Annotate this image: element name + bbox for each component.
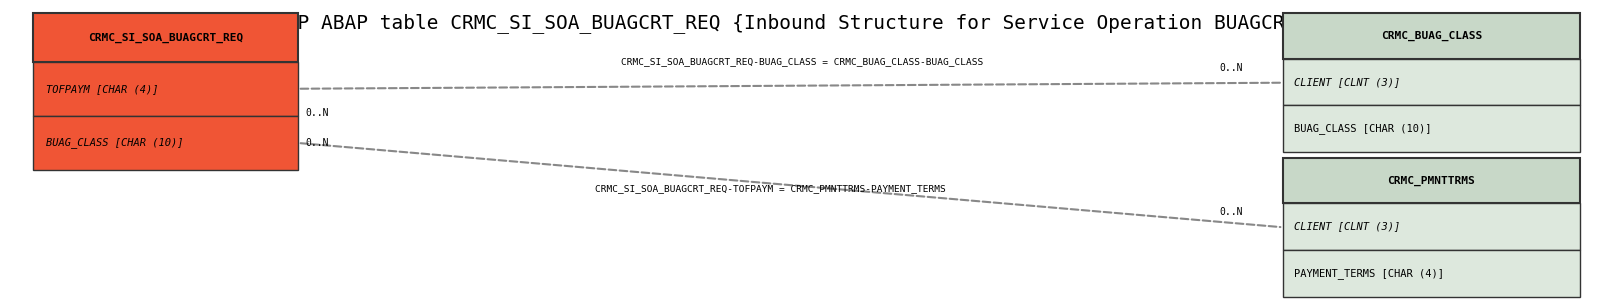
FancyBboxPatch shape: [1282, 250, 1579, 297]
Text: 0..N: 0..N: [1220, 63, 1244, 73]
Text: SAP ABAP table CRMC_SI_SOA_BUAGCRT_REQ {Inbound Structure for Service Operation : SAP ABAP table CRMC_SI_SOA_BUAGCRT_REQ {…: [274, 13, 1331, 33]
FancyBboxPatch shape: [1282, 13, 1579, 59]
Text: 0..N: 0..N: [307, 138, 329, 148]
Text: BUAG_CLASS [CHAR (10)]: BUAG_CLASS [CHAR (10)]: [1294, 123, 1432, 134]
Text: CRMC_SI_SOA_BUAGCRT_REQ-BUAG_CLASS = CRMC_BUAG_CLASS-BUAG_CLASS: CRMC_SI_SOA_BUAGCRT_REQ-BUAG_CLASS = CRM…: [621, 57, 984, 66]
Text: BUAG_CLASS [CHAR (10)]: BUAG_CLASS [CHAR (10)]: [47, 137, 183, 148]
FancyBboxPatch shape: [34, 62, 299, 116]
Text: TOFPAYM [CHAR (4)]: TOFPAYM [CHAR (4)]: [47, 84, 159, 94]
FancyBboxPatch shape: [1282, 203, 1579, 250]
FancyBboxPatch shape: [34, 116, 299, 170]
Text: CRMC_BUAG_CLASS: CRMC_BUAG_CLASS: [1380, 31, 1481, 41]
FancyBboxPatch shape: [1282, 158, 1579, 203]
Text: CLIENT [CLNT (3)]: CLIENT [CLNT (3)]: [1294, 222, 1401, 232]
Text: CLIENT [CLNT (3)]: CLIENT [CLNT (3)]: [1294, 77, 1401, 87]
Text: 0..N: 0..N: [307, 108, 329, 118]
Text: CRMC_SI_SOA_BUAGCRT_REQ-TOFPAYM = CRMC_PMNTTRMS-PAYMENT_TERMS: CRMC_SI_SOA_BUAGCRT_REQ-TOFPAYM = CRMC_P…: [595, 184, 945, 193]
FancyBboxPatch shape: [34, 13, 299, 62]
Text: PAYMENT_TERMS [CHAR (4)]: PAYMENT_TERMS [CHAR (4)]: [1294, 268, 1444, 279]
FancyBboxPatch shape: [1282, 105, 1579, 152]
Text: CRMC_SI_SOA_BUAGCRT_REQ: CRMC_SI_SOA_BUAGCRT_REQ: [88, 33, 244, 43]
Text: 0..N: 0..N: [1220, 207, 1244, 217]
Text: CRMC_PMNTTRMS: CRMC_PMNTTRMS: [1387, 175, 1475, 186]
FancyBboxPatch shape: [1282, 59, 1579, 105]
